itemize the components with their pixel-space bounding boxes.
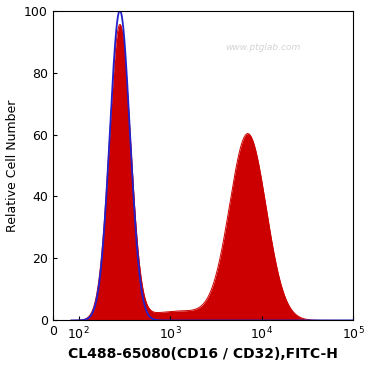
X-axis label: CL488-65080(CD16 / CD32),FITC-H: CL488-65080(CD16 / CD32),FITC-H (68, 348, 338, 361)
Y-axis label: Relative Cell Number: Relative Cell Number (6, 99, 18, 232)
Text: www.ptglab.com: www.ptglab.com (225, 43, 300, 52)
